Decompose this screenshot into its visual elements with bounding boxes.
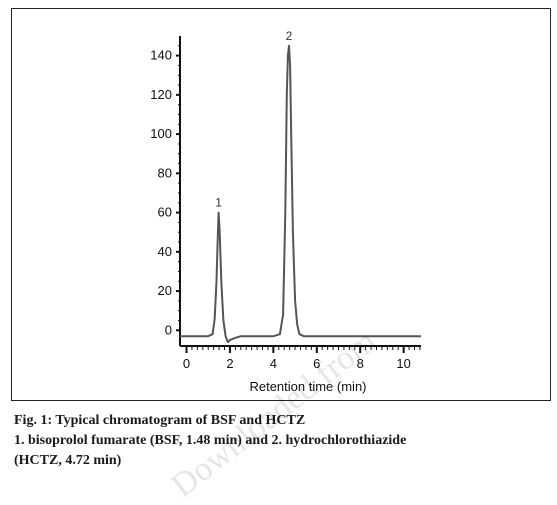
caption-line-2: 1. bisoprolol fumarate (BSF, 1.48 min) a…: [14, 433, 407, 448]
x-axis-label: Retention time (min): [249, 379, 366, 394]
peak-label-2: 2: [286, 29, 293, 43]
y-tick-label-20: 20: [158, 283, 172, 298]
trace-layer: [180, 44, 421, 344]
y-tick-label-120: 120: [150, 87, 172, 102]
y-tick-label-140: 140: [150, 48, 172, 63]
y-tick-label-60: 60: [158, 205, 172, 220]
figure-frame: [11, 8, 551, 401]
x-tick-label-10: 10: [396, 356, 410, 371]
x-tick-label-4: 4: [270, 356, 277, 371]
y-tick-label-40: 40: [158, 244, 172, 259]
y-tick-label-100: 100: [150, 126, 172, 141]
x-tick-label-0: 0: [183, 356, 190, 371]
figure-caption: Fig. 1: Typical chromatogram of BSF and …: [14, 411, 554, 471]
caption-title: Fig. 1: Typical chromatogram of BSF and …: [14, 413, 306, 428]
chromatogram-trace-0: [180, 44, 421, 344]
x-tick-label-8: 8: [357, 356, 364, 371]
y-tick-label-0: 0: [165, 322, 172, 337]
peak-label-1: 1: [215, 196, 222, 210]
x-tick-label-6: 6: [313, 356, 320, 371]
y-tick-label-80: 80: [158, 165, 172, 180]
x-tick-label-2: 2: [226, 356, 233, 371]
axes: [176, 36, 421, 353]
caption-line-3: (HCTZ, 4.72 min): [14, 453, 122, 468]
